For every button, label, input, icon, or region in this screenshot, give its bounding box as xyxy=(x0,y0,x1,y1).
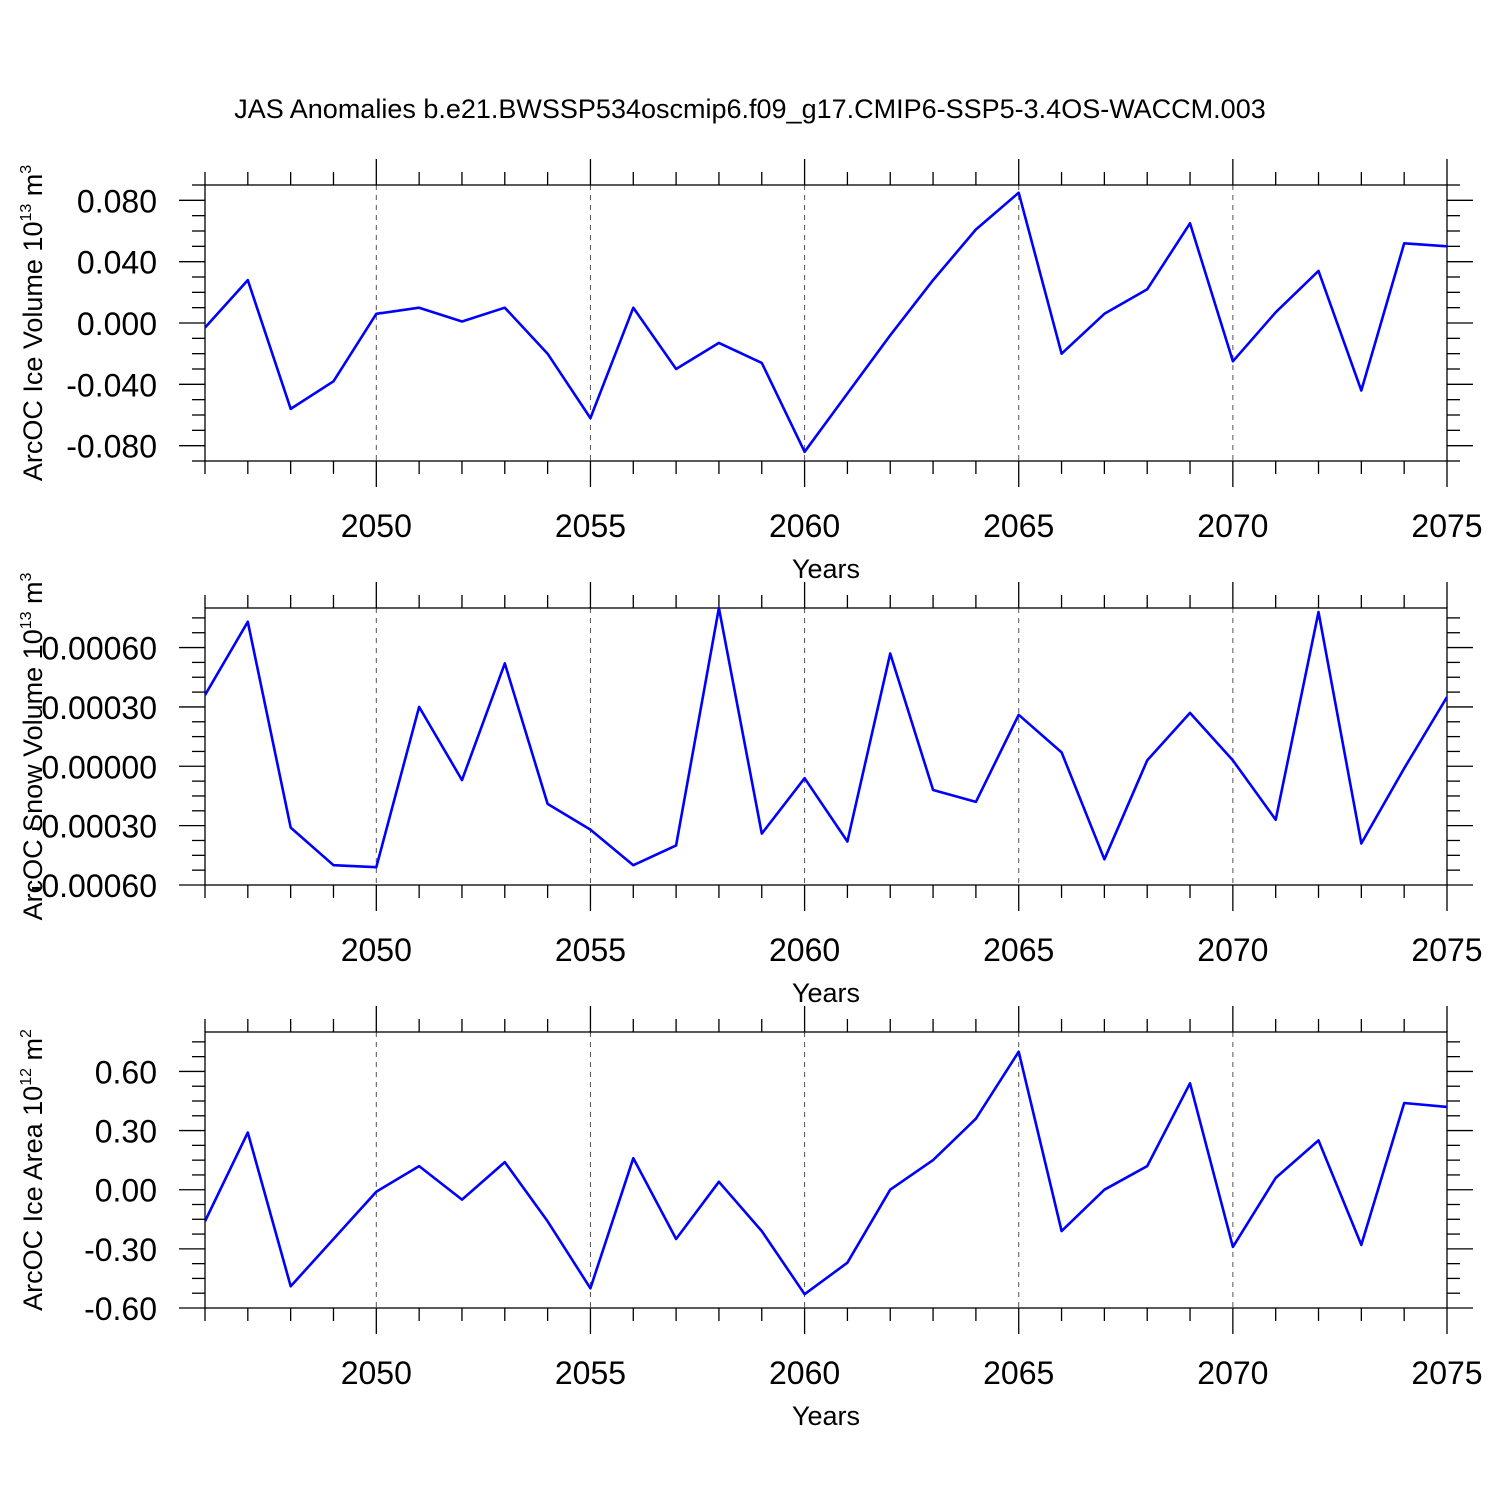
panel-1: 2050 2055 2060 2065 2070 2075 -0.080 -0.040 0.00… xyxy=(18,159,1483,584)
x-tick-label: 2050 xyxy=(341,932,412,968)
panel-3: 2050 2055 2060 2065 2070 2075 -0.60 -0.30 0.00 0.… xyxy=(18,1006,1483,1431)
y-axis-label: ArcOC Snow Volume 1013 m3 xyxy=(18,572,48,920)
y-tick-label: 0.60 xyxy=(95,1054,157,1090)
series-line xyxy=(205,191,1447,454)
y-tick-label: 0.00060 xyxy=(41,631,157,667)
y-tick-label: -0.00060 xyxy=(31,868,157,904)
y-tick-label: 0.000 xyxy=(77,306,157,342)
y-tick-label: -0.60 xyxy=(84,1291,157,1327)
plot-frame xyxy=(204,1031,1448,1309)
x-tick-label: 2060 xyxy=(769,508,840,544)
y-tick-label: -0.30 xyxy=(84,1232,157,1268)
plot-frame xyxy=(204,184,1448,462)
series-line xyxy=(205,1050,1447,1296)
x-axis-label: Years xyxy=(792,978,860,1008)
x-tick-label: 2070 xyxy=(1197,1355,1268,1391)
x-tick-label: 2075 xyxy=(1411,1355,1482,1391)
x-axis-label: Years xyxy=(792,554,860,584)
x-tick-label: 2060 xyxy=(769,932,840,968)
y-tick-label: -0.080 xyxy=(66,429,157,465)
y-tick-label: 0.00000 xyxy=(41,749,157,785)
x-tick-label: 2065 xyxy=(983,508,1054,544)
x-tick-label: 2050 xyxy=(341,1355,412,1391)
x-tick-label: 2075 xyxy=(1411,932,1482,968)
x-tick-label: 2055 xyxy=(555,932,626,968)
y-axis-label: ArcOC Ice Volume 1013 m3 xyxy=(18,165,48,481)
y-tick-label: 0.040 xyxy=(77,245,157,281)
y-tick-label: -0.040 xyxy=(66,367,157,403)
y-tick-label: 0.30 xyxy=(95,1114,157,1150)
y-tick-label: 0.080 xyxy=(77,183,157,219)
x-tick-label: 2065 xyxy=(983,932,1054,968)
x-tick-label: 2065 xyxy=(983,1355,1054,1391)
x-tick-label: 2070 xyxy=(1197,932,1268,968)
y-axis-label: ArcOC Ice Area 1012 m2 xyxy=(18,1029,48,1311)
x-tick-label: 2055 xyxy=(555,1355,626,1391)
x-tick-label: 2070 xyxy=(1197,508,1268,544)
chart-title: JAS Anomalies b.e21.BWSSP534oscmip6.f09_… xyxy=(234,94,1265,124)
x-tick-label: 2050 xyxy=(341,508,412,544)
x-axis-label: Years xyxy=(792,1401,860,1431)
series-line xyxy=(205,606,1447,869)
y-tick-label: -0.00030 xyxy=(31,809,157,845)
x-tick-label: 2075 xyxy=(1411,508,1482,544)
panel-2: 2050 2055 2060 2065 2070 2075 -0.00060 -0.00030… xyxy=(18,572,1483,1008)
plot-frame xyxy=(204,607,1448,886)
x-tick-label: 2055 xyxy=(555,508,626,544)
x-tick-label: 2060 xyxy=(769,1355,840,1391)
y-tick-label: 0.00 xyxy=(95,1173,157,1209)
y-tick-label: 0.00030 xyxy=(41,690,157,726)
